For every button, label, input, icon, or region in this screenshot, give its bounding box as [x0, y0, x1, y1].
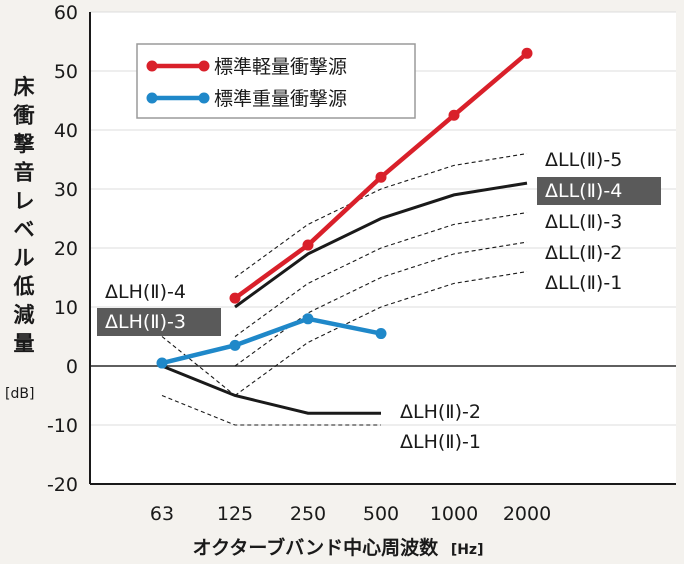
series-point-0: [448, 109, 460, 121]
y-axis-title-char: ル: [14, 246, 35, 270]
x-tick-label: 125: [217, 503, 253, 525]
curve-label-delta-ll-1: ΔLL(Ⅱ)-1: [545, 272, 622, 294]
curve-label-delta-ll-5: ΔLL(Ⅱ)-5: [545, 149, 622, 171]
legend-label-0: 標準軽量衝撃源: [214, 56, 347, 78]
y-tick-label: -10: [47, 415, 78, 437]
y-tick-label: 10: [54, 297, 78, 319]
y-tick-label: 30: [54, 179, 78, 201]
legend-box: [136, 43, 416, 119]
x-tick-label: 250: [290, 503, 326, 525]
x-axis-unit: [Hz]: [451, 542, 484, 558]
series-point-0: [302, 239, 314, 251]
series-line-1: [161, 316, 382, 366]
series-point-1: [229, 339, 241, 351]
reference-curve-delta-ll-4: [234, 181, 528, 309]
y-tick-label: 50: [54, 61, 78, 83]
curve-labels: ΔLL(Ⅱ)-5 ΔLL(Ⅱ)-4 ΔLL(Ⅱ)-3 ΔLL(Ⅱ)-2 ΔLL(Ⅱ)-1…: [97, 149, 661, 453]
x-tick-label: 500: [363, 503, 399, 525]
reference-curve-delta-ll-1: [234, 271, 528, 396]
y-axis-unit: [dB]: [5, 386, 34, 402]
y-axis-title-char: 低: [13, 275, 35, 299]
y-axis-title-char: ベ: [14, 218, 35, 242]
reference-curve-delta-ll-2: [234, 241, 528, 367]
series-point-1: [156, 357, 168, 369]
curve-label-highlight: [537, 177, 661, 205]
y-axis-title-char: 床: [14, 75, 35, 99]
legend-swatch-point: [146, 60, 158, 72]
reference-curve-delta-ll-3: [234, 212, 528, 337]
legend-swatch-point: [198, 92, 210, 104]
y-tick-label: -20: [47, 474, 78, 496]
y-tick-label: 0: [66, 356, 78, 378]
y-axis-title-char: 音: [14, 161, 35, 185]
curve-label-delta-ll-4: ΔLL(Ⅱ)-4: [545, 180, 622, 202]
reference-curve-delta-lh-2: [161, 364, 381, 415]
series-point-1: [302, 313, 314, 325]
curve-label-delta-ll-3: ΔLL(Ⅱ)-3: [545, 211, 622, 233]
x-tick-label: 2000: [503, 503, 551, 525]
curve-label-delta-lh-3: ΔLH(Ⅱ)-3: [105, 311, 186, 333]
curve-label-delta-lh-4: ΔLH(Ⅱ)-4: [105, 281, 186, 303]
data-series: [156, 47, 533, 369]
series-point-0: [229, 292, 241, 304]
y-tick-label: 40: [54, 120, 78, 142]
legend-swatch-point: [198, 60, 210, 72]
y-axis-title-char: 減: [14, 303, 35, 327]
reference-curve-delta-lh-4: [161, 336, 236, 396]
curve-label-delta-ll-2: ΔLL(Ⅱ)-2: [545, 242, 622, 264]
y-axis-title-char: 衝: [13, 104, 35, 128]
series-point-1: [375, 328, 387, 340]
curve-label-highlight: [97, 308, 221, 336]
reference-curves: [161, 153, 528, 426]
reference-curve-delta-ll-5: [234, 153, 528, 278]
x-tick-label: 1000: [430, 503, 478, 525]
reference-curve-delta-lh-1: [161, 394, 381, 426]
x-axis-title: オクターブバンド中心周波数 [Hz]: [193, 536, 484, 559]
legend-swatch-point: [146, 92, 158, 104]
legend-label-1: 標準重量衝撃源: [214, 88, 347, 110]
y-axis-title-char: 量: [14, 332, 35, 356]
series-point-0: [375, 171, 387, 183]
curve-label-delta-lh-2: ΔLH(Ⅱ)-2: [400, 401, 481, 423]
y-tick-label: 60: [54, 2, 78, 24]
tick-labels: -20 -10 0 10 20 30 40 50 60 63 125 250 500 1000 2000: [47, 2, 551, 525]
x-tick-label: 63: [150, 503, 174, 525]
series-point-0: [521, 47, 533, 59]
y-tick-label: 20: [54, 238, 78, 260]
curve-label-delta-lh-1: ΔLH(Ⅱ)-1: [400, 431, 481, 453]
y-axis-title-char: 撃: [14, 132, 35, 156]
x-axis-title-text: オクターブバンド中心周波数: [193, 536, 440, 559]
y-axis-title-char: レ: [14, 189, 35, 213]
